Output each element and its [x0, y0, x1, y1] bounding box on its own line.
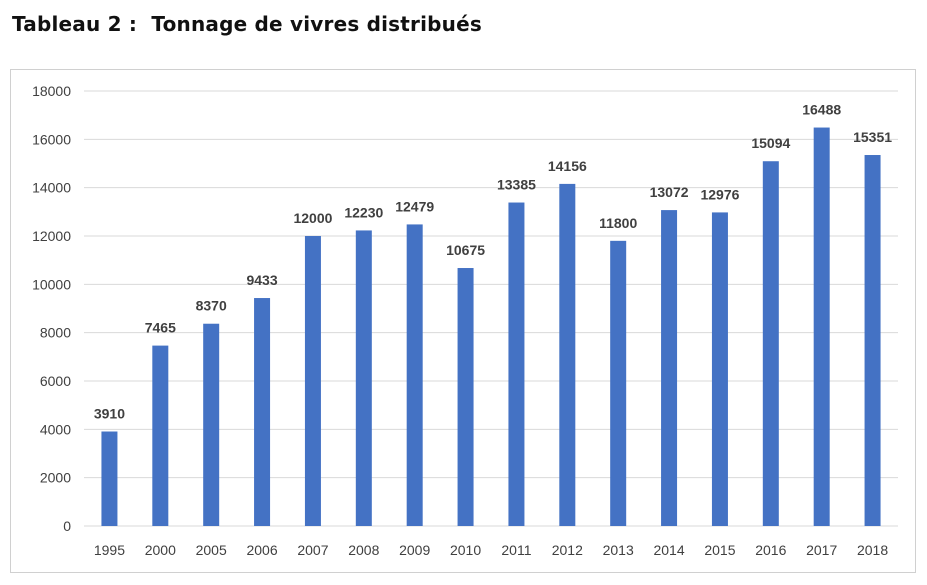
bar: [203, 323, 220, 526]
bar: [406, 224, 423, 526]
bar: [661, 210, 678, 527]
y-tick-label: 0: [63, 518, 71, 534]
x-tick-label: 2012: [552, 542, 583, 558]
bar: [304, 236, 321, 526]
y-tick-label: 18000: [32, 83, 71, 99]
data-label: 11800: [599, 215, 637, 231]
x-tick-label: 2008: [348, 542, 379, 558]
bar: [864, 155, 881, 526]
bar: [813, 127, 830, 526]
x-tick-label: 2018: [857, 542, 888, 558]
chart-frame: [10, 69, 916, 573]
data-label: 12000: [293, 210, 332, 226]
data-label: 15351: [853, 129, 892, 145]
x-tick-label: 2011: [501, 542, 531, 558]
y-tick-label: 4000: [40, 421, 71, 437]
bar: [355, 230, 372, 527]
bar: [101, 431, 118, 526]
data-label: 13072: [650, 184, 689, 200]
bar: [254, 298, 271, 526]
x-tick-label: 2009: [399, 542, 430, 558]
x-tick-label: 2015: [704, 542, 735, 558]
x-axis-ticks: 1995 2000 2005 2006 2007 2008 2009 2010 2011 2012…: [94, 542, 888, 558]
x-tick-label: 2013: [603, 542, 634, 558]
data-label: 12230: [344, 204, 383, 220]
x-tick-label: 2007: [297, 542, 328, 558]
y-axis-ticks: 0 2000 4000 6000 8000 10000 12000 14000 16000 180…: [32, 83, 71, 534]
page-title: Tableau 2 : Tonnage de vivres distribués: [12, 12, 482, 36]
bar: [457, 268, 474, 526]
data-labels: 3910 7465 8370 9433 12000 12230 12479 10675 1338…: [94, 102, 892, 422]
y-tick-label: 6000: [40, 373, 71, 389]
x-tick-label: 2006: [246, 542, 277, 558]
data-label: 16488: [802, 102, 841, 118]
bar: [508, 202, 525, 526]
data-label: 14156: [548, 158, 587, 174]
bar: [559, 183, 576, 526]
y-tick-label: 14000: [32, 180, 71, 196]
data-label: 3910: [94, 406, 125, 422]
data-label: 7465: [145, 320, 176, 336]
x-tick-label: 2016: [755, 542, 786, 558]
data-label: 12479: [395, 198, 434, 214]
data-label: 8370: [196, 298, 227, 314]
y-tick-label: 12000: [32, 228, 71, 244]
data-label: 9433: [246, 272, 277, 288]
x-tick-label: 2000: [145, 542, 176, 558]
x-tick-label: 2010: [450, 542, 481, 558]
bar: [152, 345, 169, 526]
y-tick-label: 16000: [32, 131, 71, 147]
bar: [610, 240, 627, 527]
y-tick-label: 2000: [40, 470, 71, 486]
x-tick-label: 2014: [653, 542, 684, 558]
x-tick-label: 2005: [196, 542, 227, 558]
bar: [762, 161, 779, 526]
data-label: 12976: [700, 186, 739, 202]
data-label: 13385: [497, 177, 536, 193]
y-tick-label: 8000: [40, 325, 71, 341]
bars: [101, 127, 881, 527]
data-label: 15094: [751, 135, 790, 151]
x-tick-label: 1995: [94, 542, 125, 558]
y-tick-label: 10000: [32, 276, 71, 292]
data-label: 10675: [446, 242, 485, 258]
x-tick-label: 2017: [806, 542, 837, 558]
gridlines: [84, 90, 898, 527]
bar: [711, 212, 728, 526]
